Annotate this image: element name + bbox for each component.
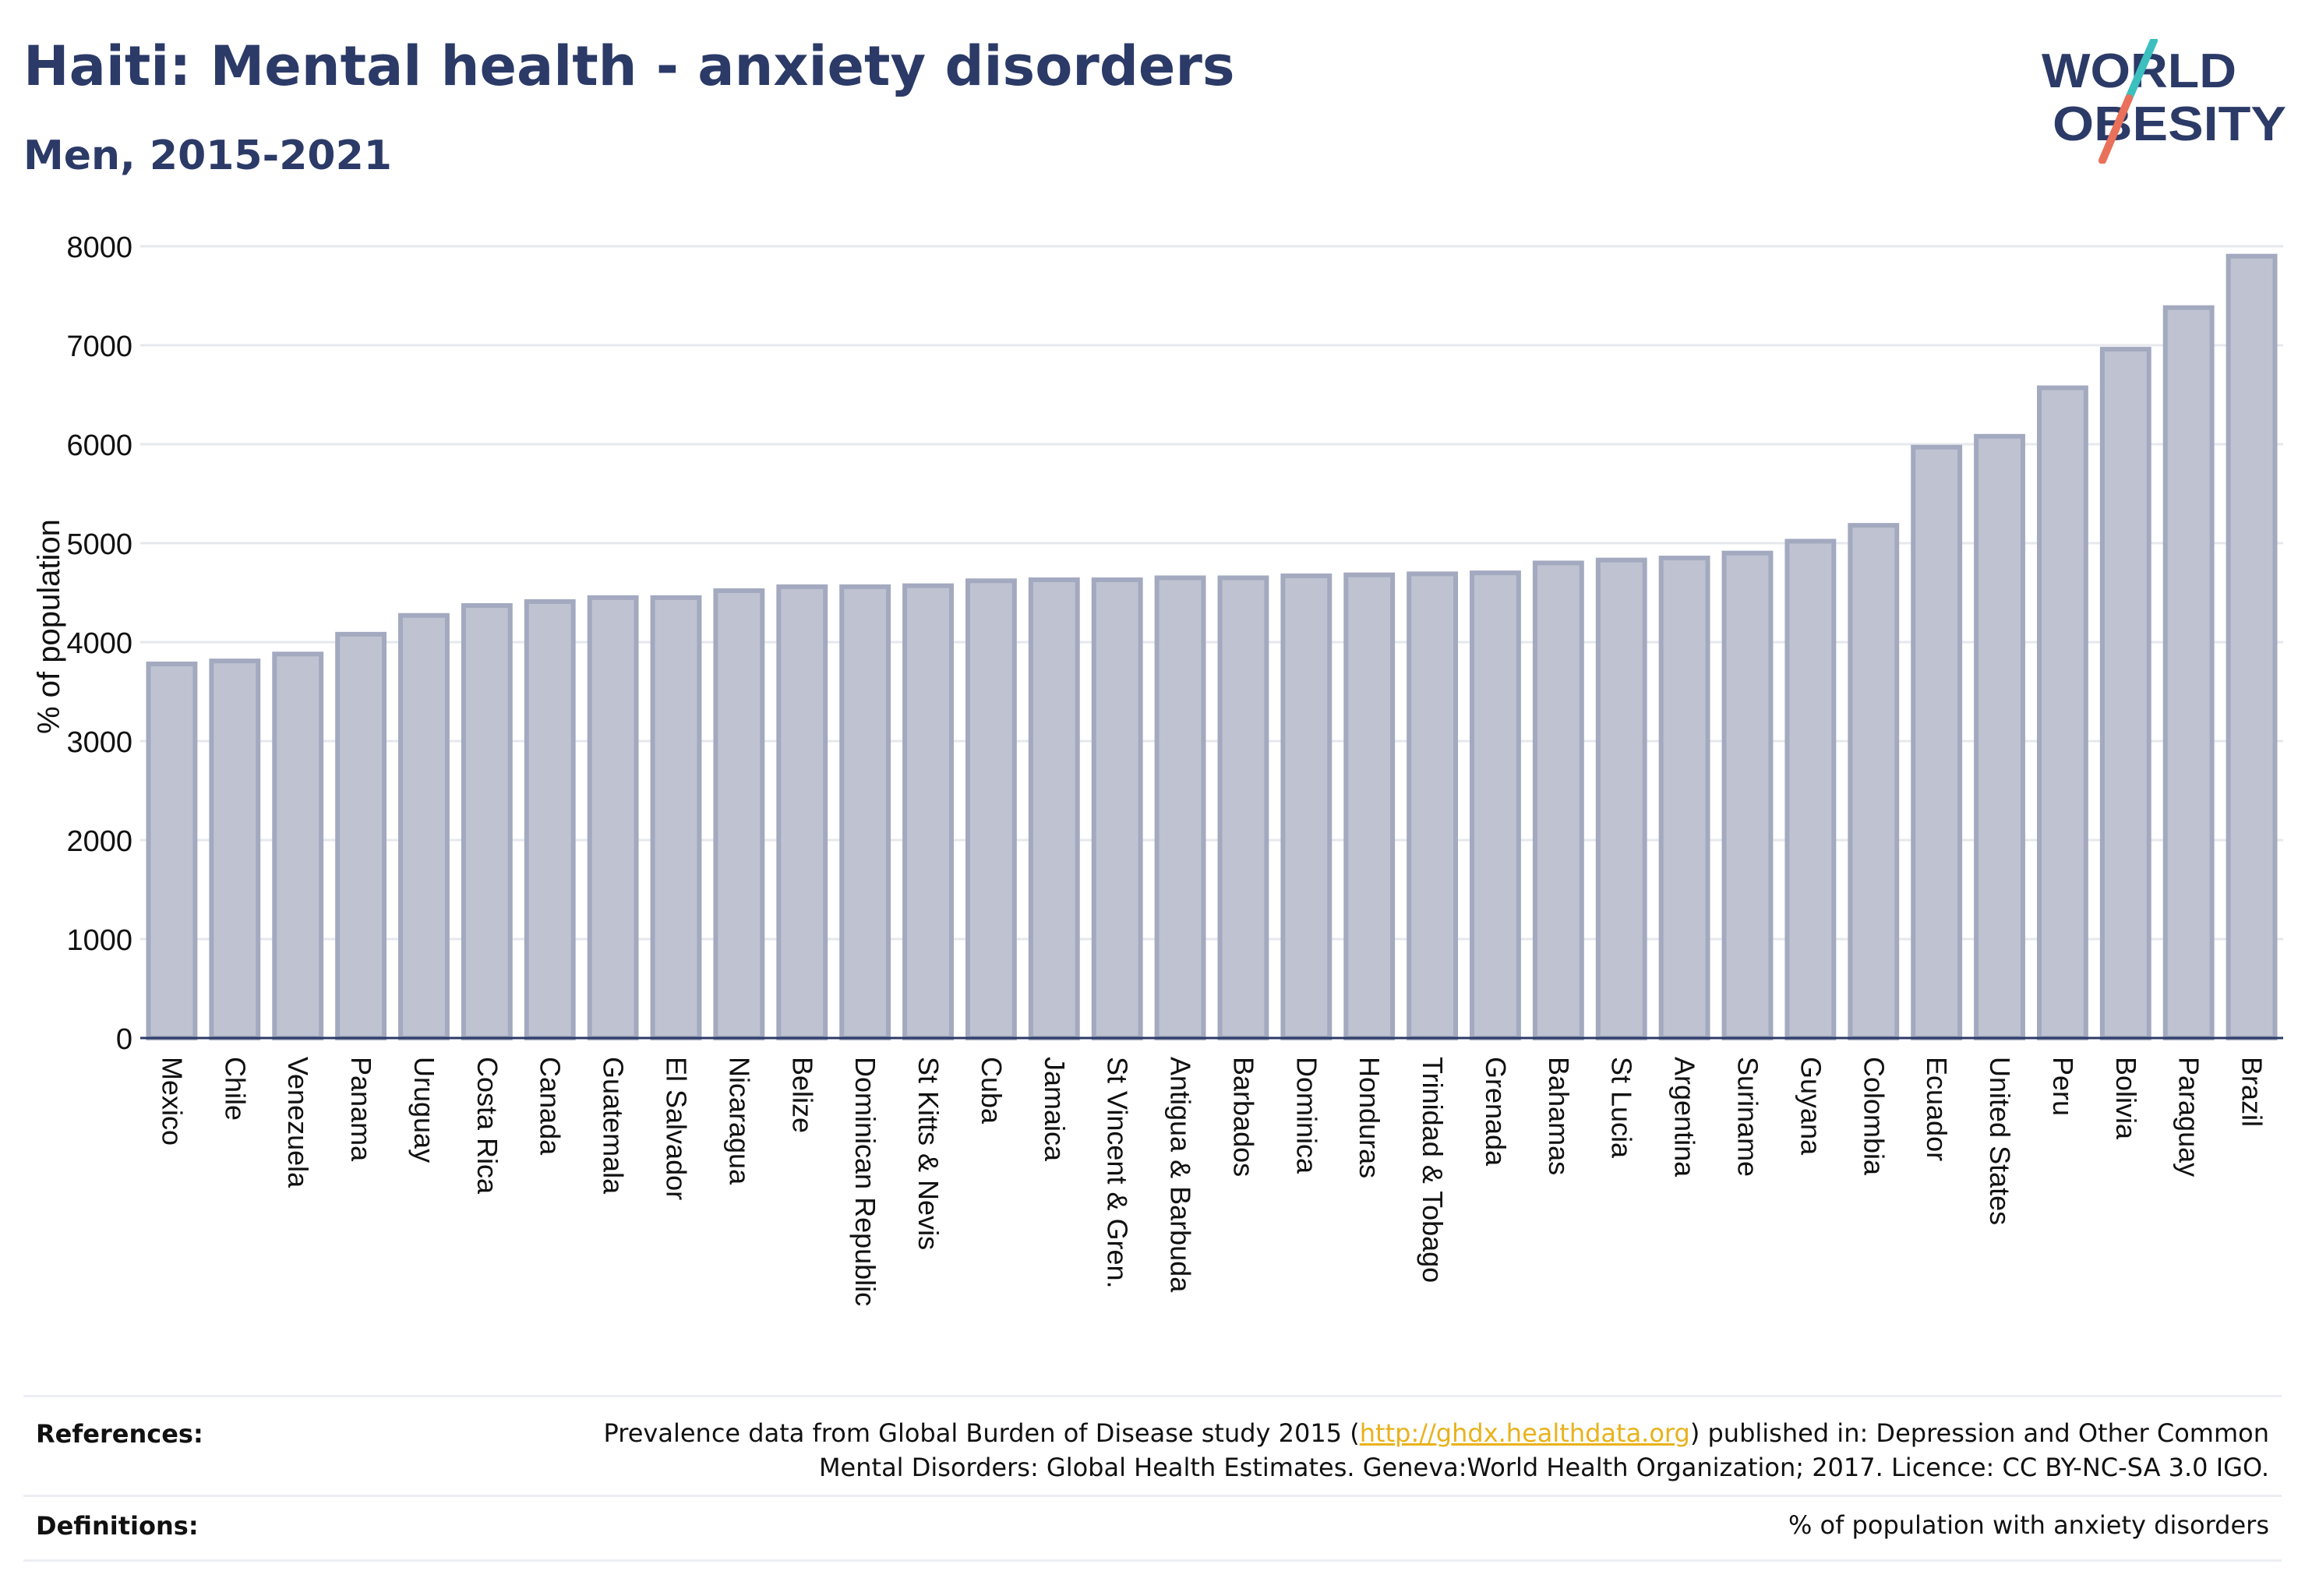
definitions-text: % of population with anxiety disorders [1788, 1510, 2269, 1540]
x-tick-label: Guatemala [598, 1057, 630, 1195]
bar [2162, 305, 2215, 1040]
x-tick-label: Peru [2047, 1057, 2079, 1116]
x-tick-label: St Vincent & Gren. [1102, 1057, 1134, 1289]
y-tick-label: 1000 [66, 924, 132, 957]
x-tick-label: Costa Rica [471, 1057, 503, 1195]
x-tick-label: Ecuador [1921, 1057, 1953, 1161]
bar [524, 598, 576, 1040]
bar [587, 595, 639, 1040]
bar [1343, 572, 1396, 1040]
references-text: Prevalence data from Global Burden of Di… [604, 1416, 2269, 1485]
bar [650, 595, 702, 1040]
references-row: References: Prevalence data from Global … [23, 1395, 2282, 1495]
bar [461, 603, 513, 1040]
bar [1784, 538, 1837, 1040]
bar [1407, 571, 1459, 1040]
y-tick-label: 4000 [66, 627, 132, 660]
y-tick-label: 5000 [66, 528, 132, 561]
y-axis-label: % of population [32, 519, 66, 734]
x-axis-ticks: Mexico Chile Venezuela Panama Uruguay Costa R… [156, 1057, 2268, 1306]
x-tick-label: St Kitts & Nevis [912, 1057, 944, 1250]
bar [1721, 550, 1774, 1040]
x-tick-label: Colombia [1858, 1057, 1890, 1176]
x-tick-label: Grenada [1480, 1057, 1512, 1167]
bar [1595, 557, 1647, 1040]
bar [1028, 577, 1080, 1040]
bar [2099, 347, 2151, 1040]
x-tick-label: Panama [345, 1057, 377, 1162]
bar [272, 651, 324, 1040]
bar-chart: 0 1000 2000 3000 4000 5000 6000 7000 8000 Mexico… [32, 231, 2283, 1306]
bar [902, 583, 954, 1040]
x-tick-label: Nicaragua [723, 1057, 755, 1185]
bar [1848, 523, 1900, 1040]
x-tick-label: Venezuela [282, 1057, 314, 1188]
definitions-label: Definitions: [36, 1511, 199, 1541]
x-tick-label: Argentina [1669, 1057, 1701, 1178]
y-axis-ticks: 0 1000 2000 3000 4000 5000 6000 7000 8000 [66, 231, 132, 1056]
bar [209, 659, 261, 1040]
footer-references: References: Prevalence data from Global … [23, 1395, 2282, 1562]
bar [776, 584, 828, 1040]
bar [1532, 560, 1584, 1040]
y-tick-label: 2000 [66, 825, 132, 858]
bar [146, 661, 198, 1040]
bar [1658, 556, 1710, 1040]
bar [1154, 575, 1206, 1040]
x-tick-label: Uruguay [408, 1057, 440, 1163]
x-tick-label: Honduras [1354, 1057, 1385, 1178]
x-tick-label: Cuba [976, 1057, 1008, 1125]
references-link[interactable]: http://ghdx.healthdata.org [1359, 1418, 1690, 1448]
bar [1217, 575, 1269, 1040]
bar [1470, 570, 1521, 1040]
references-text-start: Prevalence data from Global Burden of Di… [603, 1418, 1360, 1448]
bar [713, 588, 765, 1040]
x-tick-label: Antigua & Barbuda [1165, 1057, 1197, 1293]
x-tick-label: Suriname [1732, 1057, 1764, 1177]
bar [2036, 385, 2088, 1040]
x-tick-label: Trinidad & Tobago [1417, 1057, 1449, 1283]
x-tick-label: Guyana [1795, 1057, 1827, 1156]
bar [839, 584, 891, 1040]
x-tick-label: Chile [219, 1057, 251, 1121]
bar [1974, 433, 2025, 1040]
bar [335, 631, 387, 1040]
references-text-line2: Mental Disorders: Global Health Estimate… [818, 1453, 2269, 1482]
page-subtitle: Men, 2015-2021 [23, 132, 392, 179]
definitions-row: Definitions: % of population with anxiet… [23, 1495, 2282, 1562]
x-tick-label: United States [1984, 1057, 2016, 1225]
x-tick-label: Barbados [1227, 1057, 1259, 1177]
logo-slash-teal [2125, 39, 2158, 102]
bar [2226, 253, 2278, 1040]
y-tick-label: 8000 [66, 231, 132, 264]
x-tick-label: Brazil [2236, 1057, 2268, 1127]
x-tick-label: Canada [535, 1057, 567, 1156]
logo-line2: OBESITY [2053, 97, 2286, 151]
x-tick-label: Bahamas [1543, 1057, 1575, 1175]
page-title: Haiti: Mental health - anxiety disorders [23, 34, 1235, 98]
bar [1911, 444, 1963, 1040]
x-tick-label: Bolivia [2110, 1057, 2142, 1140]
y-tick-label: 7000 [66, 330, 132, 363]
x-tick-label: Jamaica [1039, 1057, 1071, 1162]
x-tick-label: Paraguay [2173, 1057, 2205, 1177]
bar [398, 613, 450, 1040]
x-tick-label: Belize [786, 1057, 818, 1133]
y-tick-label: 6000 [66, 429, 132, 462]
x-tick-label: Mexico [156, 1057, 188, 1146]
references-text-end: ) published in: Depression and Other Com… [1689, 1418, 2269, 1448]
x-tick-label: St Lucia [1606, 1057, 1638, 1159]
references-label: References: [36, 1419, 203, 1449]
world-obesity-logo: WORLD OBESITY [2042, 39, 2286, 164]
logo-slash-coral [2099, 94, 2133, 164]
y-tick-label: 3000 [66, 726, 132, 759]
x-tick-label: Dominica [1290, 1057, 1322, 1174]
bar [1091, 577, 1143, 1040]
bar [965, 578, 1017, 1040]
bar [1280, 573, 1333, 1040]
x-tick-label: El Salvador [661, 1057, 693, 1200]
y-tick-label: 0 [116, 1023, 132, 1056]
bar-series [146, 253, 2278, 1040]
x-tick-label: Dominican Republic [849, 1057, 881, 1306]
